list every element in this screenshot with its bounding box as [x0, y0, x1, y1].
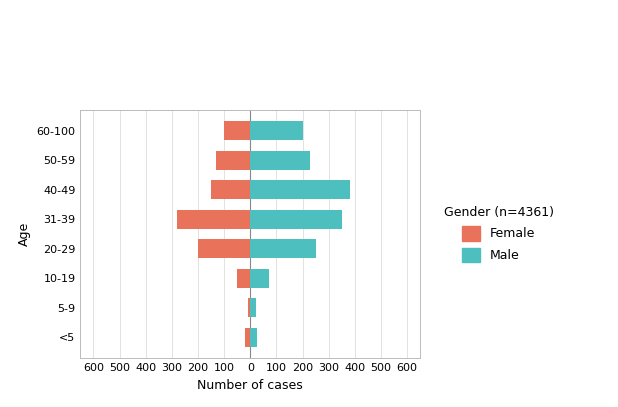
Legend: Female, Male: Female, Male: [440, 202, 557, 266]
Bar: [250, 121, 303, 140]
X-axis label: Number of cases: Number of cases: [197, 379, 303, 392]
Bar: [250, 180, 350, 199]
Bar: [250, 269, 269, 288]
Bar: [216, 151, 250, 170]
Bar: [245, 328, 250, 347]
Bar: [198, 239, 250, 258]
Bar: [250, 151, 310, 170]
Bar: [250, 239, 316, 258]
Bar: [177, 210, 250, 229]
Text: Graphique 4. Répartition des personnes atteintes du COVID-19 par âge et sexe , d: Graphique 4. Répartition des personnes a…: [9, 28, 603, 58]
Bar: [237, 269, 250, 288]
Y-axis label: Age: Age: [18, 222, 31, 246]
Bar: [250, 298, 255, 317]
Bar: [224, 121, 250, 140]
Bar: [250, 210, 342, 229]
Bar: [248, 298, 250, 317]
Bar: [211, 180, 250, 199]
Bar: [250, 328, 257, 347]
